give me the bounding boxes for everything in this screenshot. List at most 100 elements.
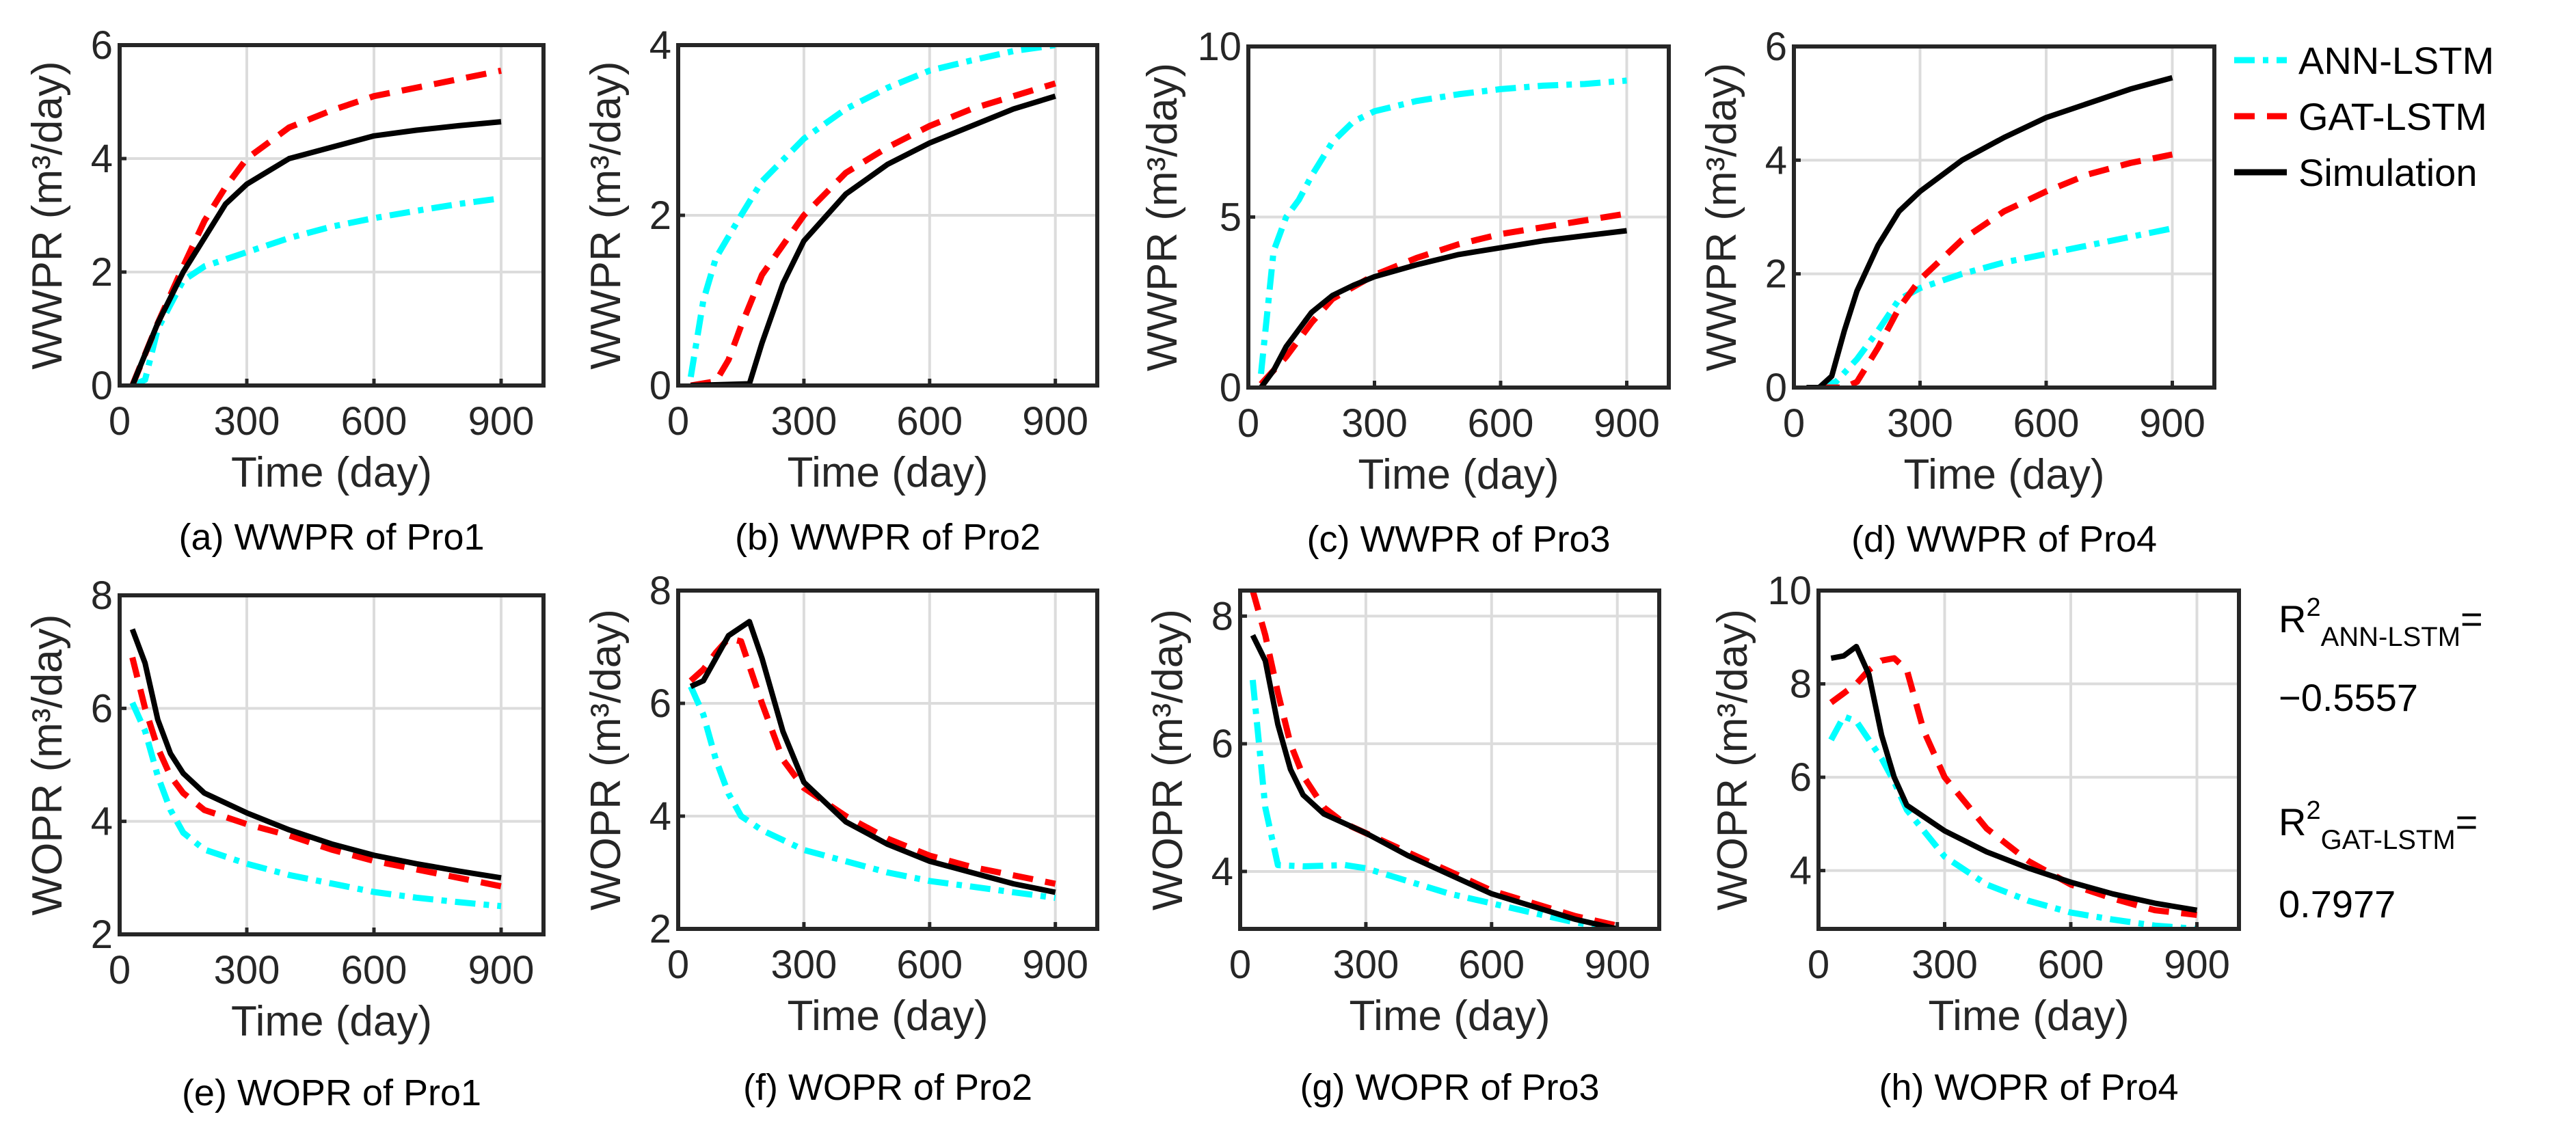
- y-tick-label: 0: [1220, 366, 1242, 410]
- series-group: [129, 67, 502, 386]
- panel-caption: (g) WOPR of Pro3: [1300, 1067, 1599, 1108]
- axes-box: [1238, 589, 1661, 931]
- axes-box: [1816, 589, 2241, 931]
- series-line-ann-lstm: [687, 45, 1056, 378]
- x-tick-label: 0: [667, 399, 689, 444]
- y-tick-label: 2: [1765, 252, 1787, 297]
- series-group: [1828, 643, 2198, 929]
- y-tick-label: 10: [1767, 569, 1812, 613]
- x-axis-label: Time (day): [788, 449, 989, 496]
- legend: ANN-LSTM GAT-LSTM Simulation: [2234, 39, 2494, 194]
- y-tick-label: 6: [1765, 25, 1787, 69]
- y-tick-label: 8: [1211, 594, 1233, 638]
- x-tick-label: 900: [2164, 943, 2230, 987]
- series-line-gat-lstm: [1819, 151, 2173, 388]
- x-tick-label: 600: [896, 943, 963, 987]
- series-line-ann-lstm: [688, 685, 1056, 902]
- panel-2: 0 300 600 900 0 2 4 Time (day) WWPR (m³/day) (b) …: [582, 23, 1099, 558]
- x-tick-label: 600: [2038, 943, 2104, 987]
- series-group: [129, 628, 502, 910]
- r2-ann-lstm-label: R2ANN-LSTM=: [2279, 593, 2483, 652]
- x-axis-label: Time (day): [231, 449, 432, 496]
- x-axis-label: Time (day): [231, 998, 432, 1045]
- x-tick-label: 900: [1584, 943, 1650, 987]
- x-tick-label: 900: [468, 399, 535, 444]
- y-axis-label: WWPR (m³/day): [1139, 63, 1186, 371]
- series-line-gat-lstm: [129, 67, 502, 386]
- y-tick-label: 4: [91, 800, 113, 844]
- panel-7: 0 300 600 900 4 6 8 Time (day) WOPR (m³/day) (g) …: [1144, 589, 1661, 1108]
- panel-caption: (d) WWPR of Pro4: [1851, 519, 2157, 560]
- legend-label-gat-lstm: GAT-LSTM: [2298, 95, 2487, 138]
- panel-caption: (f) WOPR of Pro2: [743, 1067, 1032, 1108]
- x-tick-label: 0: [1229, 943, 1251, 987]
- r2-annotations: R2ANN-LSTM= −0.5557 R2GAT-LSTM= 0.7977: [2279, 593, 2483, 925]
- x-axis-label: Time (day): [1350, 992, 1551, 1040]
- x-tick-label: 300: [1333, 943, 1399, 987]
- series-line-ann-lstm: [1249, 679, 1618, 929]
- series-group: [688, 619, 1056, 902]
- x-axis-label: Time (day): [1358, 451, 1559, 498]
- panel-8: 0 300 600 900 4 6 8 10 Time (day) WOPR (m³/day) (h…: [1709, 569, 2241, 1108]
- x-axis-label: Time (day): [1929, 992, 2130, 1040]
- series-line-gat-lstm: [1259, 211, 1628, 387]
- x-tick-label: 900: [2139, 401, 2205, 446]
- y-axis-label: WOPR (m³/day): [582, 609, 630, 910]
- series-group: [1806, 75, 2173, 388]
- y-axis-label: WOPR (m³/day): [1144, 609, 1192, 910]
- y-tick-label: 8: [1790, 662, 1812, 707]
- y-tick-label: 4: [1765, 138, 1787, 182]
- x-axis-label: Time (day): [1904, 451, 2105, 498]
- x-tick-label: 600: [1468, 401, 1534, 446]
- y-axis-label: WWPR (m³/day): [24, 61, 71, 369]
- x-tick-label: 600: [1458, 943, 1525, 987]
- x-tick-label: 600: [2013, 401, 2080, 446]
- y-axis-label: WWPR (m³/day): [582, 61, 630, 369]
- axes-box: [118, 43, 546, 388]
- y-tick-label: 2: [91, 912, 113, 957]
- y-tick-label: 5: [1220, 195, 1242, 240]
- y-tick-label: 2: [649, 193, 671, 238]
- y-tick-label: 8: [649, 569, 671, 613]
- x-axis-label: Time (day): [788, 992, 989, 1040]
- y-tick-label: 6: [1211, 722, 1233, 766]
- panel-3: 0 300 600 900 0 5 10 Time (day) WWPR (m³/day) (c)…: [1139, 25, 1671, 560]
- x-tick-label: 300: [1911, 943, 1978, 987]
- x-tick-label: 300: [214, 399, 280, 444]
- y-tick-label: 0: [1765, 366, 1787, 410]
- series-line-ann-lstm: [1828, 713, 2197, 929]
- y-tick-label: 6: [649, 681, 671, 726]
- x-tick-label: 900: [468, 948, 535, 992]
- y-tick-label: 2: [649, 907, 671, 951]
- x-tick-label: 0: [109, 948, 131, 992]
- series-group: [687, 45, 1057, 386]
- series-line-simulation: [1830, 643, 2198, 913]
- y-tick-label: 4: [91, 137, 113, 181]
- series-group: [1249, 591, 1618, 929]
- axes-box: [118, 593, 546, 936]
- panel-caption: (c) WWPR of Pro3: [1306, 519, 1610, 560]
- axes-box: [1792, 44, 2216, 390]
- series-line-ann-lstm: [1818, 225, 2173, 388]
- x-tick-label: 300: [214, 948, 280, 992]
- x-tick-label: 900: [1022, 943, 1088, 987]
- y-tick-label: 4: [649, 23, 671, 68]
- series-line-gat-lstm: [690, 80, 1057, 386]
- panel-1: 0 300 600 900 0 2 4 6 Time (day) WWPR (m³/day) (a)…: [24, 23, 546, 558]
- y-axis-label: WWPR (m³/day): [1698, 63, 1745, 371]
- series-line-simulation: [1250, 634, 1618, 929]
- series-line-simulation: [129, 628, 502, 881]
- panel-caption: (a) WWPR of Pro1: [178, 517, 484, 558]
- series-line-simulation: [690, 93, 1056, 386]
- x-tick-label: 600: [896, 399, 963, 444]
- y-tick-label: 6: [1790, 755, 1812, 800]
- y-tick-label: 4: [649, 794, 671, 839]
- r2-gat-lstm-value: 0.7977: [2279, 882, 2396, 925]
- panel-caption: (b) WWPR of Pro2: [735, 517, 1041, 558]
- x-tick-label: 0: [1808, 943, 1829, 987]
- series-line-ann-lstm: [131, 195, 502, 386]
- panel-4: 0 300 600 900 0 2 4 6 Time (day) WWPR (m³/day) (d)…: [1698, 25, 2216, 560]
